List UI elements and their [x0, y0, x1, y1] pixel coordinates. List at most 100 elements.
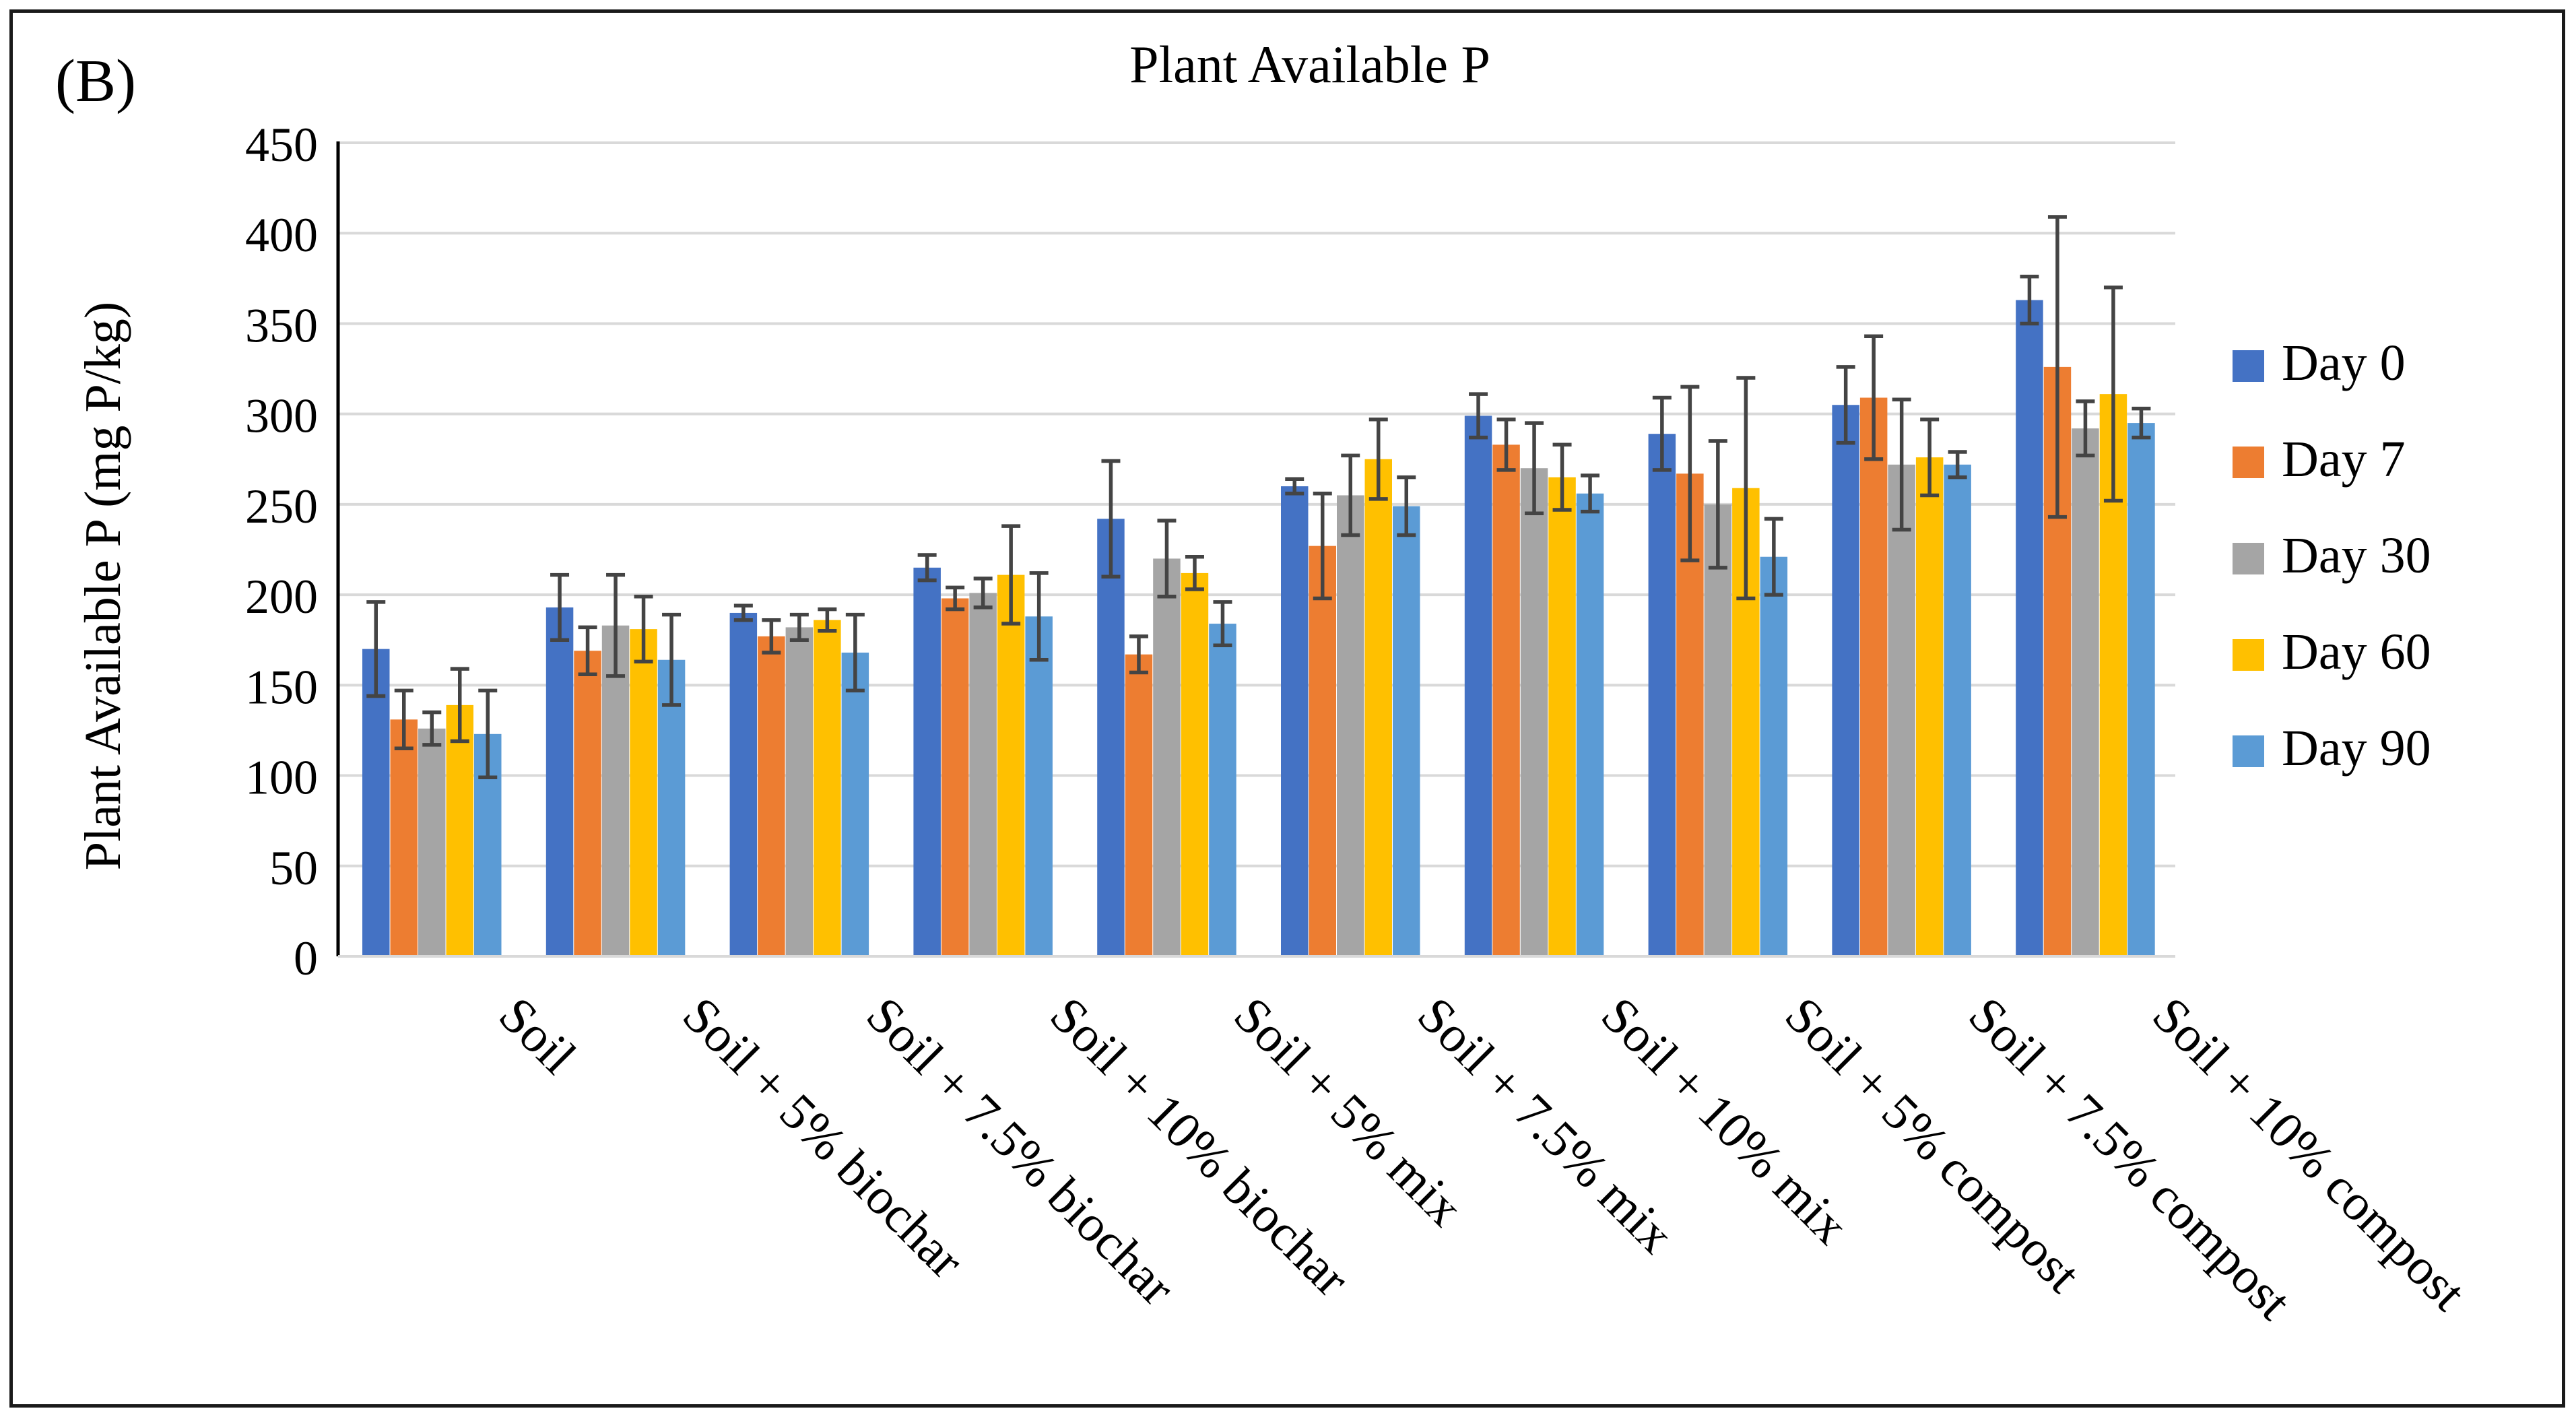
bar — [1364, 459, 1392, 956]
error-bar — [762, 618, 781, 655]
error-bar — [578, 625, 597, 676]
error-bar — [1157, 519, 1177, 599]
axes — [336, 141, 2175, 958]
error-bar — [789, 612, 809, 642]
bar — [657, 659, 686, 956]
error-bar — [1892, 397, 1911, 532]
legend-label: Day 0 — [2282, 335, 2406, 391]
y-tick-label: 350 — [245, 298, 318, 352]
error-bar — [1581, 473, 1600, 514]
error-bar — [634, 595, 653, 664]
error-bar — [1764, 517, 1783, 597]
legend-swatch — [2233, 543, 2264, 574]
error-bar — [1101, 459, 1121, 579]
error-bar — [394, 688, 414, 751]
error-bar — [1341, 453, 1360, 537]
bar — [2072, 428, 2099, 956]
error-bar — [1368, 417, 1388, 501]
legend-label: Day 7 — [2282, 431, 2406, 488]
x-tick-label: Soil + 10% compost — [2142, 987, 2476, 1321]
bar — [1464, 416, 1492, 956]
bar — [1648, 434, 1676, 956]
error-bar — [1708, 439, 1727, 570]
bar — [758, 636, 785, 956]
panel-label: (B) — [55, 48, 136, 114]
y-tick-label: 50 — [269, 841, 318, 895]
bar — [601, 625, 630, 956]
error-bar — [818, 607, 837, 633]
y-tick-labels: 0 50 100 150 200 250 300 350 400 450 — [245, 118, 318, 985]
error-bar — [2103, 286, 2123, 503]
error-bar — [1736, 376, 1756, 601]
error-bar — [1029, 571, 1049, 662]
error-bar — [366, 600, 386, 698]
bar — [1309, 546, 1336, 956]
error-bar — [1652, 395, 1672, 472]
bar — [1125, 654, 1153, 956]
bar — [997, 574, 1025, 956]
bar — [729, 612, 758, 956]
bar — [1548, 477, 1576, 956]
error-bar — [478, 688, 498, 779]
error-bar — [1680, 385, 1700, 562]
error-bar — [2020, 274, 2039, 326]
error-bar — [450, 667, 469, 744]
bar — [1337, 495, 1364, 956]
y-tick-label: 250 — [245, 480, 318, 533]
error-bar — [1285, 477, 1304, 496]
error-bar — [1836, 365, 1855, 445]
bar — [1704, 504, 1732, 956]
error-bar — [2047, 215, 2067, 519]
bar — [1832, 405, 1859, 956]
x-tick-label: Soil — [488, 987, 587, 1085]
bar — [814, 620, 841, 956]
bar — [1944, 464, 1971, 956]
y-axis-label: Plant Available P (mg P/kg) — [75, 302, 131, 870]
bar — [630, 629, 657, 956]
error-bar — [946, 585, 965, 612]
bar — [785, 627, 814, 956]
legend-swatch — [2233, 350, 2264, 382]
bar — [913, 567, 941, 956]
bar — [1281, 486, 1309, 956]
error-bar — [1001, 524, 1021, 626]
error-bar — [662, 612, 682, 707]
error-bar — [1129, 634, 1148, 675]
bar — [969, 593, 997, 956]
error-bar — [606, 572, 626, 678]
y-tick-label: 0 — [294, 931, 318, 985]
x-tick-label: Soil + 7.5% compost — [1958, 987, 2302, 1331]
bar — [1181, 572, 1209, 956]
bar — [446, 704, 473, 956]
y-tick-label: 450 — [245, 118, 318, 172]
legend-label: Day 90 — [2282, 720, 2431, 777]
chart-title: Plant Available P — [1129, 35, 1490, 94]
bar — [1760, 556, 1788, 956]
bar — [1859, 397, 1888, 956]
error-bar — [550, 572, 570, 642]
bar — [2016, 300, 2043, 957]
legend-label: Day 60 — [2282, 624, 2431, 680]
legend-swatch — [2233, 639, 2264, 671]
bars — [362, 300, 2155, 957]
bar — [1520, 468, 1548, 956]
bar — [1209, 624, 1236, 956]
error-bar — [845, 612, 865, 693]
legend: Day 0 Day 7 Day 30 Day 60 Day 90 — [2233, 335, 2431, 777]
error-bar — [1525, 421, 1544, 516]
error-bar — [1552, 442, 1572, 512]
error-bar — [1397, 475, 1416, 537]
error-bar — [1213, 600, 1232, 648]
bar — [362, 649, 390, 956]
legend-label: Day 30 — [2282, 527, 2431, 584]
y-tick-label: 100 — [245, 751, 318, 805]
error-bar — [2132, 406, 2151, 440]
bar — [941, 598, 969, 956]
error-bar — [2076, 399, 2095, 458]
bar — [1492, 444, 1520, 956]
error-bar — [422, 710, 442, 747]
bar — [1576, 493, 1604, 956]
bar — [841, 653, 869, 956]
error-bar — [1185, 554, 1204, 591]
